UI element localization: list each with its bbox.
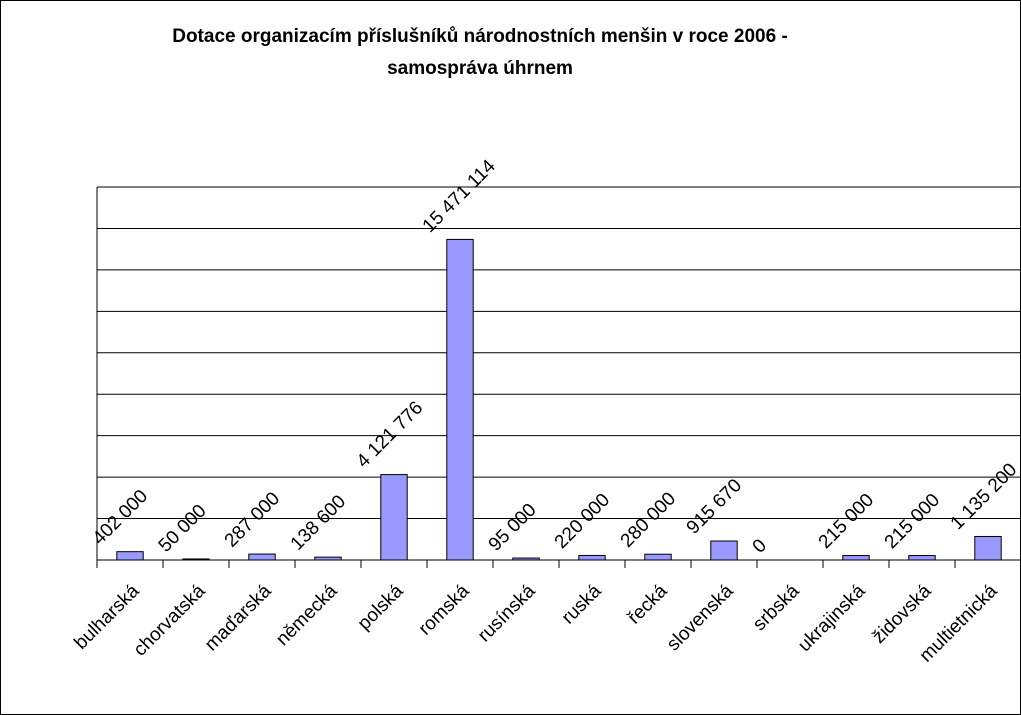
bar — [314, 556, 342, 561]
bar — [182, 558, 210, 561]
bar — [116, 551, 144, 561]
bar — [248, 553, 276, 561]
bar — [446, 238, 474, 561]
bar — [380, 474, 408, 561]
bar — [908, 555, 936, 561]
chart-title: samospráva úhrnem — [387, 58, 573, 79]
bar — [644, 553, 672, 561]
bar — [974, 535, 1002, 561]
bar — [512, 557, 540, 561]
bar — [842, 555, 870, 561]
bar — [710, 540, 738, 561]
bar — [578, 554, 606, 561]
chart-title: Dotace organizacím příslušníků národnost… — [172, 26, 788, 47]
